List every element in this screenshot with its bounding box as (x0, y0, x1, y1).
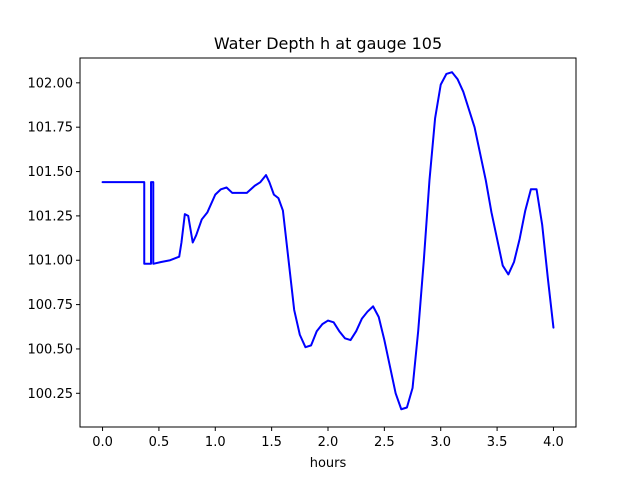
chart-title: Water Depth h at gauge 105 (214, 34, 442, 53)
x-tick-label: 4.0 (543, 435, 564, 450)
y-tick-label: 102.00 (28, 76, 74, 91)
y-tick-label: 101.75 (28, 121, 74, 136)
x-axis-label: hours (310, 456, 347, 471)
x-tick-label: 3.5 (487, 435, 508, 450)
series-line-0 (101, 71, 555, 411)
y-tick-label: 101.25 (28, 209, 74, 224)
x-tick-label: 2.5 (374, 435, 395, 450)
y-tick-label: 100.75 (28, 298, 74, 313)
x-tick-label: 1.0 (205, 435, 226, 450)
x-tick-label: 0.0 (92, 435, 113, 450)
y-tick-label: 100.25 (28, 387, 74, 402)
y-tick-label: 100.50 (28, 342, 74, 357)
y-tick-label: 101.50 (28, 165, 74, 180)
x-tick-label: 3.0 (430, 435, 451, 450)
plot-area: 0.0 0.5 1.0 1.5 2.0 2.5 3.0 3.5 4.0 100.25 100.50 1… (28, 57, 577, 450)
x-tick-label: 0.5 (149, 435, 170, 450)
x-tick-label: 2.0 (318, 435, 339, 450)
x-tick-label: 1.5 (261, 435, 282, 450)
y-tick-label: 101.00 (28, 254, 74, 269)
